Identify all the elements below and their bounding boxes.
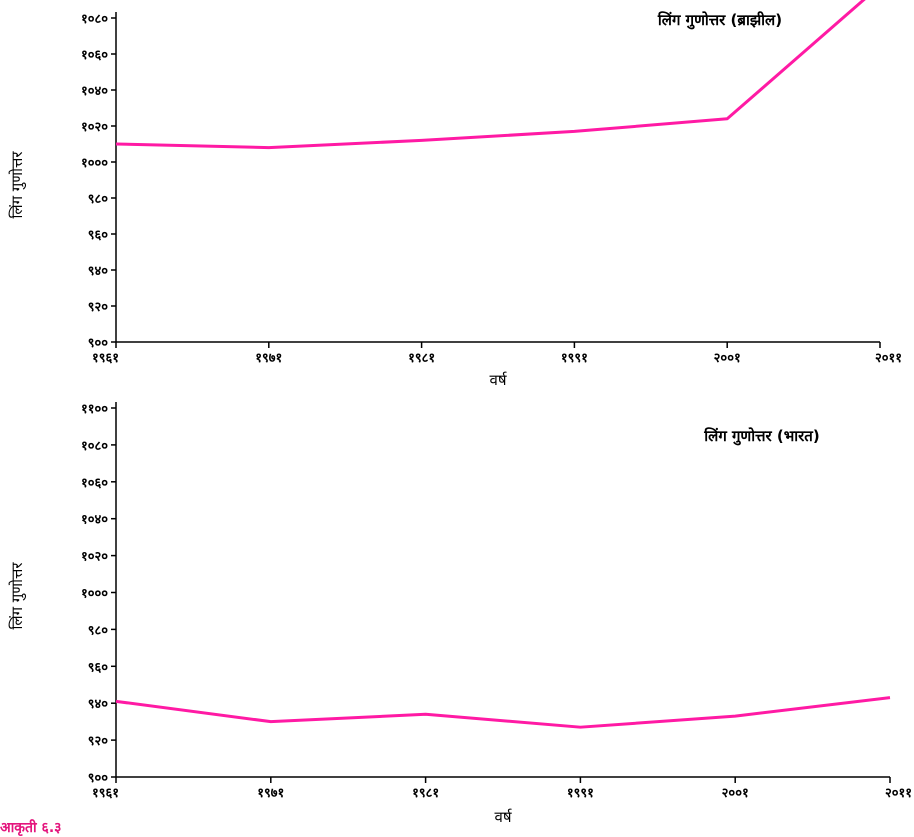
india-x-tick-label: १९९१: [567, 786, 594, 801]
india-y-tick-label: ९२०: [88, 734, 109, 749]
brazil-chart-title: लिंग गुणोत्तर (ब्राझील): [657, 11, 782, 30]
india-y-tick-label: १०८०: [81, 439, 108, 454]
brazil-y-axis-label: लिंग गुणोत्तर: [8, 151, 27, 219]
india-y-tick-label: ९६०: [88, 660, 109, 675]
brazil-y-tick-label: १०२०: [81, 120, 108, 135]
brazil-y-tick-label: १०००: [81, 156, 108, 171]
brazil-x-axis-label: वर्ष: [489, 371, 507, 389]
brazil-y-tick-label: ९४०: [88, 264, 109, 279]
india-y-tick-label: १०६०: [81, 476, 108, 491]
brazil-series-line: [115, 0, 866, 150]
figure-caption: आकृती ६.३: [0, 820, 62, 836]
india-y-tick-label: ११००: [81, 402, 108, 417]
india-chart-title: लिंग गुणोत्तर (भारत): [703, 427, 819, 446]
india-y-tick-label: १०४०: [81, 513, 108, 528]
brazil-y-tick-label: ९६०: [88, 228, 109, 243]
brazil-y-tick-label: १०४०: [81, 84, 108, 99]
india-x-tick-label: २००१: [722, 786, 749, 801]
india-x-axis-label: वर्ष: [494, 808, 512, 826]
brazil-x-tick-label: २०११: [875, 351, 902, 366]
india-y-tick-label: १०००: [81, 587, 108, 602]
brazil-y-tick-label: ९२०: [88, 300, 109, 315]
india-x-tick-label: १९८१: [412, 786, 439, 801]
brazil-y-tick-label: ९८०: [88, 192, 109, 207]
brazil-x-tick-label: १९९१: [561, 351, 588, 366]
brazil-x-tick-label: २००१: [714, 351, 741, 366]
india-x-tick-label: १९७१: [257, 786, 284, 801]
brazil-x-tick-label: १९८१: [408, 351, 435, 366]
brazil-y-tick-label: ९००: [88, 336, 109, 351]
india-y-tick-label: १०२०: [81, 550, 108, 565]
brazil-y-tick-label: १०६०: [81, 48, 108, 63]
india-y-tick-label: ९८०: [88, 623, 109, 638]
brazil-y-tick-label: १०८०: [81, 12, 108, 27]
india-y-tick-label: ९००: [88, 771, 109, 786]
india-y-tick-label: ९४०: [88, 697, 109, 712]
india-x-tick-label: २०११: [885, 786, 912, 801]
india-series-line: [115, 696, 891, 729]
brazil-x-tick-label: १९६१: [92, 351, 119, 366]
india-x-tick-label: १९६१: [92, 786, 119, 801]
india-y-axis-label: लिंग गुणोत्तर: [8, 562, 27, 630]
brazil-x-tick-label: १९७१: [255, 351, 282, 366]
